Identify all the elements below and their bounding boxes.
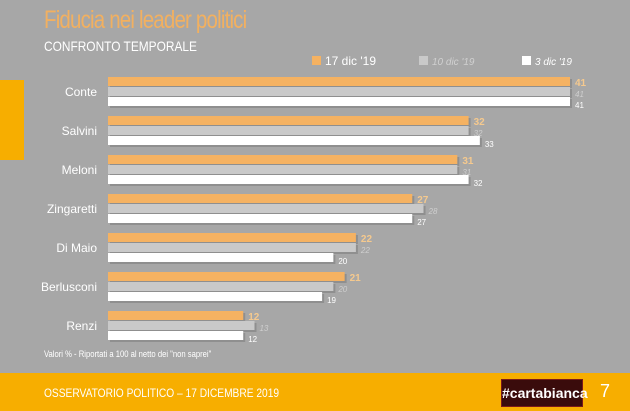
bar bbox=[108, 253, 334, 262]
category-label: Zingaretti bbox=[47, 202, 97, 216]
category-label: Conte bbox=[65, 85, 97, 99]
category-label: Salvini bbox=[62, 124, 97, 138]
data-label: 12 bbox=[248, 335, 257, 344]
bar bbox=[108, 194, 413, 203]
legend-label: 3 dic '19 bbox=[535, 57, 572, 68]
bar bbox=[108, 97, 570, 106]
data-label: 28 bbox=[428, 207, 438, 216]
chart-title: Fiducia nei leader politici bbox=[44, 6, 247, 34]
category-label: Di Maio bbox=[56, 241, 97, 255]
bar bbox=[108, 272, 345, 281]
data-label: 20 bbox=[338, 257, 347, 266]
legend-swatch bbox=[419, 56, 428, 65]
data-label: 32 bbox=[474, 117, 486, 128]
bar bbox=[108, 77, 570, 86]
footer-text: OSSERVATORIO POLITICO – 17 DICEMBRE 2019 bbox=[44, 386, 280, 400]
bar bbox=[108, 116, 469, 125]
side-accent-tab bbox=[0, 80, 24, 160]
bar bbox=[108, 321, 255, 330]
bar bbox=[108, 233, 356, 242]
legend-label: 17 dic '19 bbox=[325, 54, 376, 68]
data-label: 32 bbox=[474, 179, 483, 188]
bar bbox=[108, 175, 469, 184]
category-label: Renzi bbox=[66, 319, 97, 333]
bar bbox=[108, 204, 424, 213]
data-label: 27 bbox=[417, 218, 426, 227]
data-label: 22 bbox=[360, 246, 370, 255]
data-label: 41 bbox=[575, 101, 584, 110]
brand-logo: #cartabianca bbox=[501, 379, 588, 407]
data-label: 33 bbox=[485, 140, 494, 149]
bar bbox=[108, 155, 458, 164]
data-label: 27 bbox=[417, 195, 429, 206]
bar bbox=[108, 87, 570, 96]
chart-note: Valori % - Riportati a 100 al netto dei … bbox=[44, 349, 212, 359]
data-label: 41 bbox=[575, 78, 587, 89]
bar bbox=[108, 136, 480, 145]
bar bbox=[108, 243, 356, 252]
data-label: 20 bbox=[337, 285, 347, 294]
legend-swatch bbox=[522, 56, 531, 65]
bar-chart: 17 dic '19 10 dic '19 3 dic '19Conte414141… bbox=[41, 54, 587, 344]
bar bbox=[108, 126, 469, 135]
category-label: Meloni bbox=[62, 163, 97, 177]
data-label: 12 bbox=[248, 312, 260, 323]
page-number: 7 bbox=[600, 381, 611, 401]
bar bbox=[108, 165, 458, 174]
bar bbox=[108, 292, 323, 301]
legend-label: 10 dic '19 bbox=[432, 57, 475, 68]
bar bbox=[108, 282, 334, 291]
bar bbox=[108, 311, 244, 320]
category-label: Berlusconi bbox=[41, 280, 97, 294]
bar bbox=[108, 214, 413, 223]
data-label: 31 bbox=[462, 156, 474, 167]
data-label: 21 bbox=[350, 273, 362, 284]
data-label: 19 bbox=[327, 296, 336, 305]
bar bbox=[108, 331, 244, 340]
data-label: 22 bbox=[361, 234, 373, 245]
legend-swatch bbox=[312, 56, 321, 65]
data-label: 32 bbox=[474, 129, 483, 138]
footer: OSSERVATORIO POLITICO – 17 DICEMBRE 2019… bbox=[0, 373, 630, 411]
chart-subtitle: CONFRONTO TEMPORALE bbox=[44, 38, 197, 54]
data-label: 31 bbox=[462, 168, 471, 177]
data-label: 41 bbox=[575, 90, 584, 99]
data-label: 13 bbox=[259, 324, 268, 333]
